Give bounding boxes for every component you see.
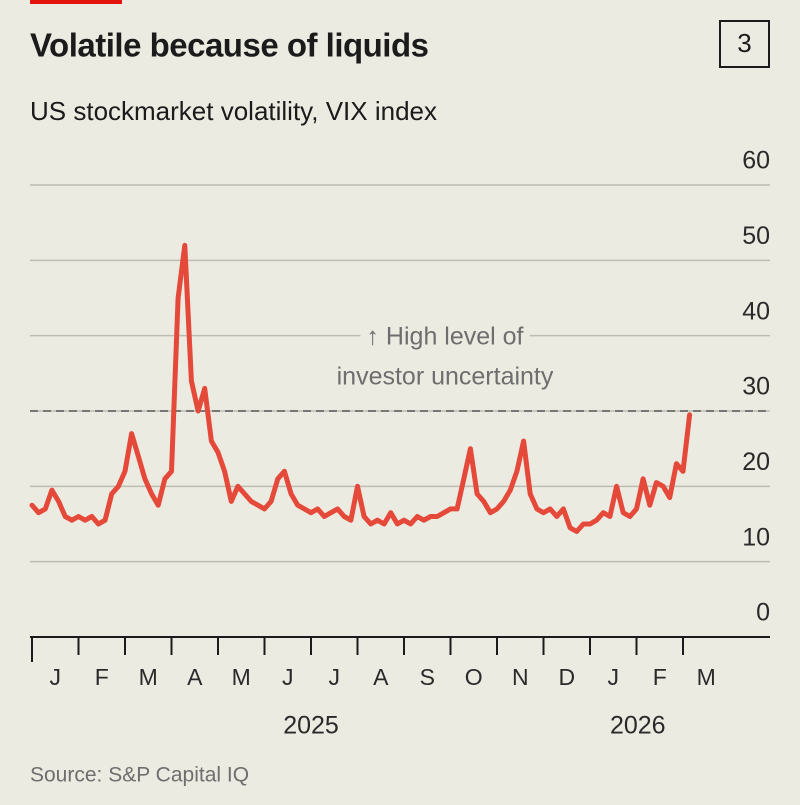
y-tick-label: 20	[742, 448, 770, 476]
x-tick-label: D	[558, 664, 575, 690]
x-tick-label: J	[282, 664, 294, 690]
badge-box	[719, 20, 770, 68]
chart-title: Volatile because of liquids	[30, 27, 428, 64]
y-tick-label: 30	[742, 373, 770, 401]
x-tick-label: J	[608, 664, 620, 690]
x-tick-label: A	[187, 664, 203, 690]
x-tick-label: J	[329, 664, 341, 690]
badge: 3	[737, 28, 751, 58]
year-label: 2026	[610, 712, 666, 740]
annotation-background	[330, 362, 560, 391]
y-tick-label: 40	[742, 297, 770, 325]
annotation: investor uncertainty	[337, 363, 554, 391]
source: Source: S&P Capital IQ	[30, 764, 249, 787]
brand-tag	[30, 0, 122, 4]
x-tick-label: F	[653, 664, 667, 690]
annotation-background	[360, 322, 530, 351]
y-tick-label: 0	[756, 599, 770, 627]
x-tick-label: O	[465, 664, 483, 690]
x-tick-label: J	[50, 664, 62, 690]
y-tick-label: 50	[742, 222, 770, 250]
year-label: 2025	[283, 712, 339, 740]
chart-subtitle: US stockmarket volatility, VIX index	[30, 96, 437, 126]
x-tick-label: S	[420, 664, 435, 690]
y-tick-label: 60	[742, 147, 770, 175]
data-line	[29, 242, 693, 534]
x-tick-label: M	[697, 664, 716, 690]
y-tick-label: 10	[742, 523, 770, 551]
x-tick-label: F	[95, 664, 109, 690]
x-tick-label: M	[139, 664, 158, 690]
annotation: ↑ High level of	[366, 323, 523, 351]
x-tick-label: A	[373, 664, 389, 690]
x-tick-label: M	[232, 664, 251, 690]
x-tick-label: N	[512, 664, 529, 690]
